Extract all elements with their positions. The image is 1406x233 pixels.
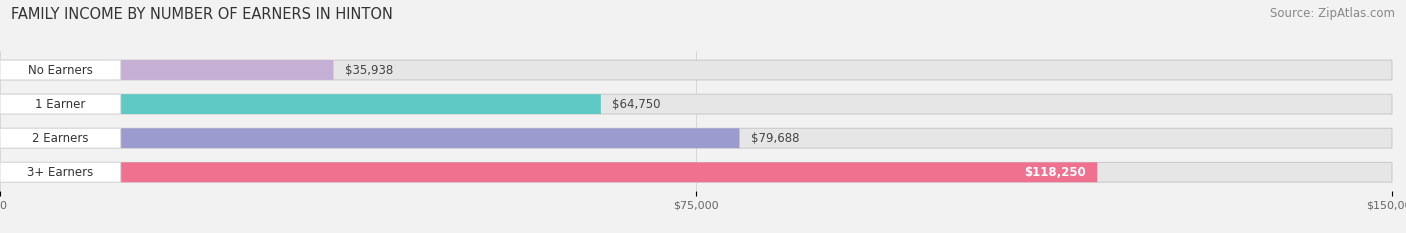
Text: FAMILY INCOME BY NUMBER OF EARNERS IN HINTON: FAMILY INCOME BY NUMBER OF EARNERS IN HI… [11,7,394,22]
Text: 1 Earner: 1 Earner [35,98,86,111]
FancyBboxPatch shape [0,162,1097,182]
Text: $118,250: $118,250 [1025,166,1087,179]
FancyBboxPatch shape [0,94,1392,114]
FancyBboxPatch shape [0,162,1392,182]
FancyBboxPatch shape [0,60,121,80]
FancyBboxPatch shape [0,60,333,80]
Text: $79,688: $79,688 [751,132,799,145]
FancyBboxPatch shape [0,94,600,114]
Text: $64,750: $64,750 [612,98,661,111]
FancyBboxPatch shape [0,60,1392,80]
Text: No Earners: No Earners [28,64,93,76]
FancyBboxPatch shape [0,128,740,148]
FancyBboxPatch shape [0,162,121,182]
Text: Source: ZipAtlas.com: Source: ZipAtlas.com [1270,7,1395,20]
Text: 3+ Earners: 3+ Earners [27,166,93,179]
Text: 2 Earners: 2 Earners [32,132,89,145]
FancyBboxPatch shape [0,128,121,148]
Text: $35,938: $35,938 [344,64,392,76]
FancyBboxPatch shape [0,94,121,114]
FancyBboxPatch shape [0,128,1392,148]
